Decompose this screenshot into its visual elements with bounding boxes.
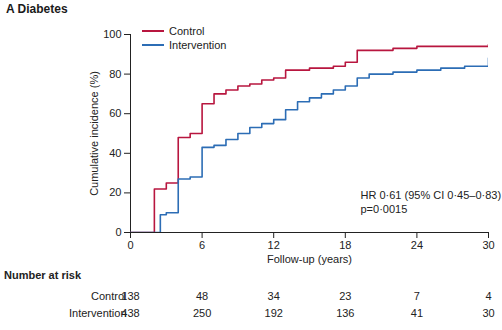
svg-text:0: 0 (127, 239, 133, 251)
svg-text:Follow-up (years): Follow-up (years) (267, 253, 352, 265)
svg-text:HR 0·61 (95% CI 0·45–0·83)p=0·: HR 0·61 (95% CI 0·45–0·83)p=0·0015 (361, 189, 502, 215)
svg-text:192: 192 (265, 307, 283, 319)
svg-text:40: 40 (109, 147, 121, 159)
svg-text:Cumulative incidence (%): Cumulative incidence (%) (88, 71, 100, 196)
svg-text:12: 12 (268, 239, 280, 251)
svg-text:23: 23 (339, 290, 351, 302)
svg-text:41: 41 (411, 307, 423, 319)
svg-text:Intervention: Intervention (69, 307, 126, 319)
svg-text:6: 6 (199, 239, 205, 251)
svg-text:30: 30 (482, 239, 494, 251)
svg-text:24: 24 (411, 239, 423, 251)
html-text:Control: Control (169, 25, 205, 37)
svg-text:250: 250 (193, 307, 211, 319)
svg-text:100: 100 (103, 28, 121, 40)
html-text:Number at risk: Number at risk (4, 269, 81, 281)
html-text:A Diabetes: A Diabetes (6, 2, 68, 16)
svg-text:80: 80 (109, 68, 121, 80)
svg-text:438: 438 (121, 307, 139, 319)
svg-text:138: 138 (121, 290, 139, 302)
svg-text:0: 0 (115, 226, 121, 238)
svg-text:136: 136 (336, 307, 354, 319)
svg-text:60: 60 (109, 107, 121, 119)
svg-text:20: 20 (109, 186, 121, 198)
svg-text:30: 30 (482, 307, 494, 319)
svg-text:18: 18 (339, 239, 351, 251)
svg-text:4: 4 (485, 290, 491, 302)
svg-text:7: 7 (414, 290, 420, 302)
html-text:Intervention: Intervention (169, 39, 227, 51)
svg-text:48: 48 (196, 290, 208, 302)
svg-text:Control: Control (91, 289, 127, 302)
svg-text:34: 34 (268, 290, 280, 302)
